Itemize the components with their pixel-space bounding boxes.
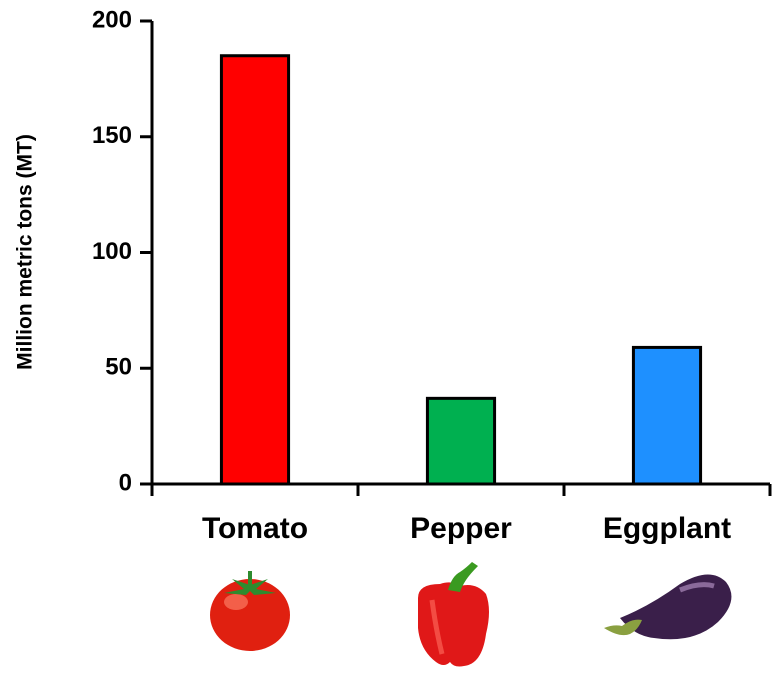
y-tick-label: 0: [119, 469, 132, 496]
eggplant-icon: [604, 574, 732, 640]
x-tick-label: Eggplant: [603, 512, 731, 545]
y-tick-label: 50: [105, 354, 132, 381]
pepper-icon: [418, 562, 489, 667]
tomato-icon: [210, 571, 290, 651]
bar: [425, 396, 497, 486]
y-tick-label: 100: [92, 238, 132, 265]
x-tick-label: Tomato: [202, 512, 308, 545]
y-tick-label: 200: [92, 6, 132, 33]
bar: [219, 54, 291, 486]
x-tick-label: Pepper: [410, 512, 512, 545]
y-tick-label: 150: [92, 122, 132, 149]
bar: [631, 345, 703, 486]
y-axis-label: Million metric tons (MT): [14, 134, 37, 370]
